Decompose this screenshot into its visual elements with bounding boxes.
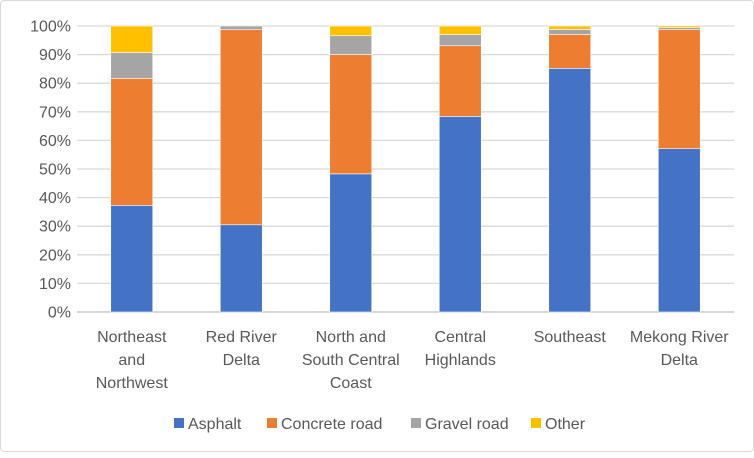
x-tick-label: South Central (302, 352, 400, 369)
y-tick-label: 30% (39, 219, 71, 236)
x-tick-label: and (118, 352, 145, 369)
legend-swatch-gravel-road (411, 418, 421, 428)
x-tick-label: Delta (223, 352, 260, 369)
legend-swatch-concrete-road (267, 418, 277, 428)
legend-swatch-other (531, 418, 541, 428)
x-tick-label: Coast (330, 375, 372, 392)
bar-segment-concrete-road (329, 54, 373, 175)
legend-label: Concrete road (281, 416, 382, 433)
legend-label: Gravel road (425, 416, 509, 433)
y-tick-label: 0% (48, 305, 71, 322)
legend-label: Asphalt (188, 416, 242, 433)
y-tick-label: 40% (39, 190, 71, 207)
bar-segment-gravel-road (438, 34, 482, 47)
bar-segment-asphalt (110, 205, 154, 313)
x-tick-label: Central (434, 329, 486, 346)
x-tick-label: Northeast (97, 329, 167, 346)
bar-segment-asphalt (329, 173, 373, 313)
bar-segment-other (110, 25, 154, 53)
y-tick-label: 90% (39, 47, 71, 64)
y-tick-label: 60% (39, 133, 71, 150)
y-tick-label: 10% (39, 276, 71, 293)
bar-segment-gravel-road (329, 35, 373, 55)
x-tick-label: Delta (661, 352, 698, 369)
bar-segment-asphalt (219, 224, 263, 313)
bar-segment-gravel-road (657, 27, 701, 31)
bar-segment-concrete-road (219, 29, 263, 226)
bar-segment-other (329, 25, 373, 37)
bar-segment-other (548, 25, 592, 30)
bar-segment-concrete-road (548, 34, 592, 69)
y-tick-label: 70% (39, 104, 71, 121)
bar-segment-concrete-road (657, 29, 701, 149)
bar-segment-gravel-road (110, 52, 154, 79)
legend-swatch-asphalt (174, 418, 184, 428)
bar-segment-concrete-road (110, 78, 154, 206)
bar-segment-other (657, 25, 701, 29)
y-tick-label: 20% (39, 247, 71, 264)
y-tick-label: 50% (39, 162, 71, 179)
bar-segment-other (438, 25, 482, 35)
bar-segment-gravel-road (219, 25, 263, 31)
bar-segment-concrete-road (438, 45, 482, 117)
x-tick-label: North and (316, 329, 386, 346)
x-tick-label: Southeast (534, 329, 607, 346)
x-tick-label: Highlands (425, 352, 496, 369)
x-tick-label: Northwest (96, 375, 169, 392)
y-tick-label: 100% (30, 19, 71, 36)
x-tick-label: Red River (206, 329, 278, 346)
bar-segment-asphalt (438, 116, 482, 313)
bar-segment-asphalt (548, 68, 592, 313)
y-tick-label: 80% (39, 76, 71, 93)
x-tick-label: Mekong River (630, 329, 729, 346)
legend-label: Other (545, 416, 586, 433)
bar-segment-gravel-road (548, 29, 592, 35)
bar-segment-asphalt (657, 148, 701, 313)
